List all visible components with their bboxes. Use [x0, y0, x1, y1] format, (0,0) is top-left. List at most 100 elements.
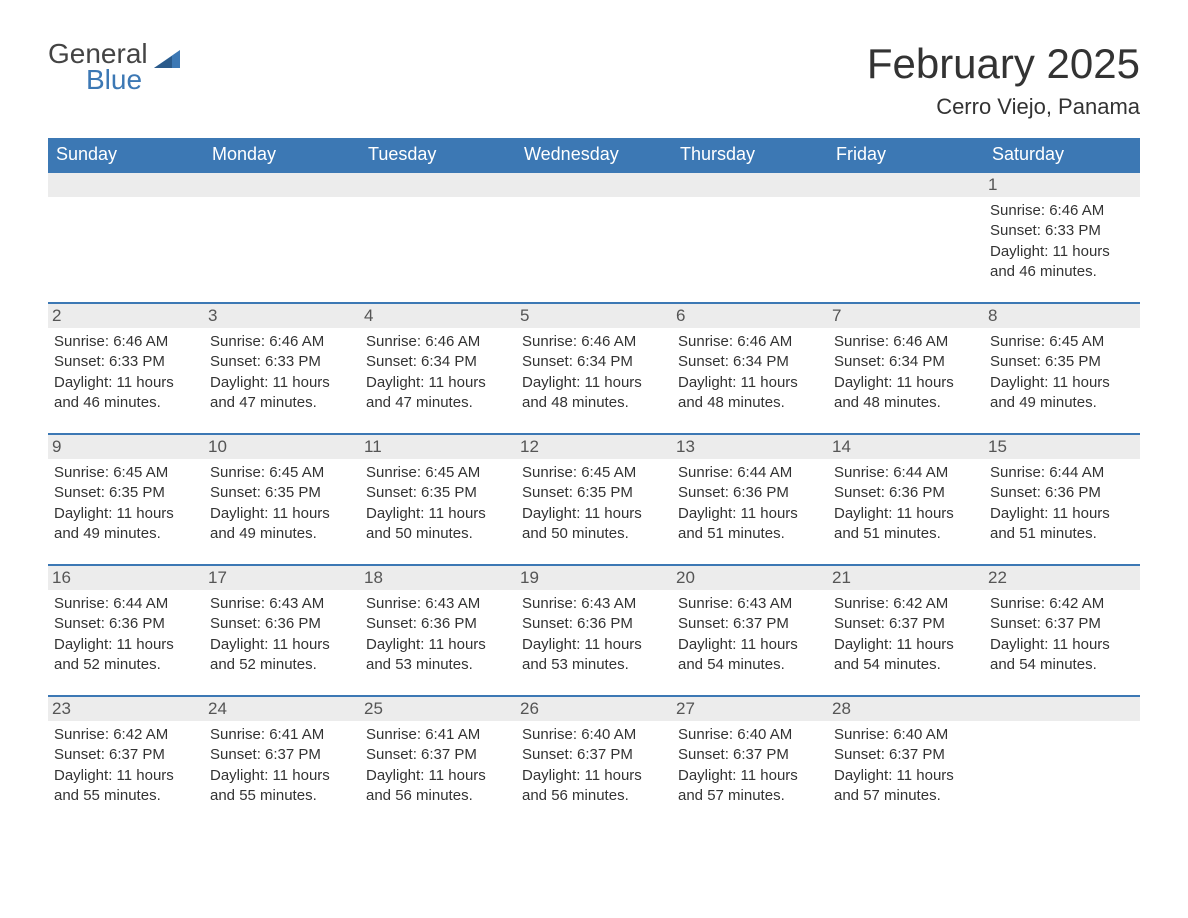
day-sunset: Sunset: 6:37 PM: [522, 745, 666, 765]
calendar-table: SundayMondayTuesdayWednesdayThursdayFrid…: [48, 138, 1140, 826]
day-sunrise: Sunrise: 6:45 AM: [210, 463, 354, 483]
flag-icon: [154, 50, 180, 68]
day-sunrise: Sunrise: 6:46 AM: [366, 332, 510, 352]
calendar-day-cell: 21 Sunrise: 6:42 AMSunset: 6:37 PMDayligh…: [828, 565, 984, 696]
day-info: Sunrise: 6:45 AMSunset: 6:35 PMDaylight:…: [54, 463, 198, 544]
day-sunset: Sunset: 6:37 PM: [678, 614, 822, 634]
day-number: 10: [204, 435, 360, 459]
day-daylight: Daylight: 11 hours and 56 minutes.: [366, 766, 510, 807]
day-number: 27: [672, 697, 828, 721]
location-subtitle: Cerro Viejo, Panama: [867, 94, 1140, 120]
day-number: 20: [672, 566, 828, 590]
day-number: 11: [360, 435, 516, 459]
day-info: Sunrise: 6:42 AMSunset: 6:37 PMDaylight:…: [834, 594, 978, 675]
day-number: 17: [204, 566, 360, 590]
day-sunset: Sunset: 6:36 PM: [54, 614, 198, 634]
day-info: Sunrise: 6:40 AMSunset: 6:37 PMDaylight:…: [678, 725, 822, 806]
calendar-day-cell: 27 Sunrise: 6:40 AMSunset: 6:37 PMDayligh…: [672, 696, 828, 826]
day-sunrise: Sunrise: 6:45 AM: [522, 463, 666, 483]
day-sunset: Sunset: 6:35 PM: [366, 483, 510, 503]
day-number: 8: [984, 304, 1140, 328]
day-info: Sunrise: 6:43 AMSunset: 6:37 PMDaylight:…: [678, 594, 822, 675]
calendar-day-cell: 14Sunrise: 6:44 AMSunset: 6:36 PMDayligh…: [828, 434, 984, 565]
day-sunset: Sunset: 6:37 PM: [834, 614, 978, 634]
day-number: 28: [828, 697, 984, 721]
day-sunset: Sunset: 6:36 PM: [678, 483, 822, 503]
calendar-day-cell: 26 Sunrise: 6:40 AMSunset: 6:37 PMDayligh…: [516, 696, 672, 826]
day-sunset: Sunset: 6:37 PM: [366, 745, 510, 765]
day-info: Sunrise: 6:43 AMSunset: 6:36 PMDaylight:…: [522, 594, 666, 675]
day-sunset: Sunset: 6:33 PM: [990, 221, 1134, 241]
day-number: [828, 173, 984, 197]
day-sunrise: Sunrise: 6:46 AM: [210, 332, 354, 352]
day-number: 6: [672, 304, 828, 328]
day-sunrise: Sunrise: 6:46 AM: [678, 332, 822, 352]
day-of-week-header: Saturday: [984, 138, 1140, 172]
calendar-day-cell: 28Sunrise: 6:40 AMSunset: 6:37 PMDayligh…: [828, 696, 984, 826]
day-info: Sunrise: 6:46 AMSunset: 6:34 PMDaylight:…: [834, 332, 978, 413]
day-daylight: Daylight: 11 hours and 51 minutes.: [678, 504, 822, 545]
day-sunset: Sunset: 6:35 PM: [522, 483, 666, 503]
day-sunrise: Sunrise: 6:44 AM: [834, 463, 978, 483]
day-number: 23: [48, 697, 204, 721]
day-sunrise: Sunrise: 6:40 AM: [678, 725, 822, 745]
day-info: Sunrise: 6:41 AMSunset: 6:37 PMDaylight:…: [210, 725, 354, 806]
day-number: 26: [516, 697, 672, 721]
calendar-day-cell: [360, 172, 516, 303]
day-number: [672, 173, 828, 197]
day-number: 15: [984, 435, 1140, 459]
day-number: 12: [516, 435, 672, 459]
day-sunrise: Sunrise: 6:45 AM: [990, 332, 1134, 352]
calendar-day-cell: 16Sunrise: 6:44 AMSunset: 6:36 PMDayligh…: [48, 565, 204, 696]
day-sunrise: Sunrise: 6:41 AM: [210, 725, 354, 745]
day-sunset: Sunset: 6:36 PM: [210, 614, 354, 634]
day-daylight: Daylight: 11 hours and 49 minutes.: [54, 504, 198, 545]
calendar-week-row: 23Sunrise: 6:42 AMSunset: 6:37 PMDayligh…: [48, 696, 1140, 826]
calendar-day-cell: 18 Sunrise: 6:43 AMSunset: 6:36 PMDayligh…: [360, 565, 516, 696]
day-info: Sunrise: 6:40 AMSunset: 6:37 PMDaylight:…: [522, 725, 666, 806]
calendar-day-cell: 2 Sunrise: 6:46 AMSunset: 6:33 PMDaylight…: [48, 303, 204, 434]
day-daylight: Daylight: 11 hours and 47 minutes.: [210, 373, 354, 414]
day-daylight: Daylight: 11 hours and 52 minutes.: [210, 635, 354, 676]
calendar-week-row: 1 Sunrise: 6:46 AMSunset: 6:33 PMDaylight…: [48, 172, 1140, 303]
day-daylight: Daylight: 11 hours and 46 minutes.: [990, 242, 1134, 283]
day-of-week-header: Thursday: [672, 138, 828, 172]
day-info: Sunrise: 6:46 AMSunset: 6:33 PMDaylight:…: [54, 332, 198, 413]
calendar-day-cell: 15 Sunrise: 6:44 AMSunset: 6:36 PMDayligh…: [984, 434, 1140, 565]
day-sunset: Sunset: 6:37 PM: [210, 745, 354, 765]
calendar-day-cell: [828, 172, 984, 303]
calendar-day-cell: 20 Sunrise: 6:43 AMSunset: 6:37 PMDayligh…: [672, 565, 828, 696]
day-sunset: Sunset: 6:34 PM: [834, 352, 978, 372]
day-number: 18: [360, 566, 516, 590]
day-sunrise: Sunrise: 6:46 AM: [834, 332, 978, 352]
day-number: 2: [48, 304, 204, 328]
day-of-week-header-row: SundayMondayTuesdayWednesdayThursdayFrid…: [48, 138, 1140, 172]
day-sunrise: Sunrise: 6:43 AM: [210, 594, 354, 614]
day-daylight: Daylight: 11 hours and 54 minutes.: [990, 635, 1134, 676]
day-sunrise: Sunrise: 6:43 AM: [678, 594, 822, 614]
day-info: Sunrise: 6:46 AMSunset: 6:33 PMDaylight:…: [990, 201, 1134, 282]
day-number: 1: [984, 173, 1140, 197]
day-number: 24: [204, 697, 360, 721]
calendar-day-cell: 24 Sunrise: 6:41 AMSunset: 6:37 PMDayligh…: [204, 696, 360, 826]
day-info: Sunrise: 6:43 AMSunset: 6:36 PMDaylight:…: [366, 594, 510, 675]
day-sunrise: Sunrise: 6:40 AM: [834, 725, 978, 745]
day-info: Sunrise: 6:43 AMSunset: 6:36 PMDaylight:…: [210, 594, 354, 675]
month-title: February 2025: [867, 40, 1140, 88]
day-number: 21: [828, 566, 984, 590]
calendar-day-cell: 9Sunrise: 6:45 AMSunset: 6:35 PMDaylight…: [48, 434, 204, 565]
calendar-day-cell: [48, 172, 204, 303]
calendar-week-row: 16Sunrise: 6:44 AMSunset: 6:36 PMDayligh…: [48, 565, 1140, 696]
day-info: Sunrise: 6:44 AMSunset: 6:36 PMDaylight:…: [990, 463, 1134, 544]
day-sunrise: Sunrise: 6:46 AM: [54, 332, 198, 352]
calendar-day-cell: 8Sunrise: 6:45 AMSunset: 6:35 PMDaylight…: [984, 303, 1140, 434]
day-sunrise: Sunrise: 6:43 AM: [522, 594, 666, 614]
day-daylight: Daylight: 11 hours and 57 minutes.: [834, 766, 978, 807]
day-sunset: Sunset: 6:37 PM: [990, 614, 1134, 634]
day-number: [984, 697, 1140, 721]
calendar-day-cell: 13Sunrise: 6:44 AMSunset: 6:36 PMDayligh…: [672, 434, 828, 565]
calendar-week-row: 9Sunrise: 6:45 AMSunset: 6:35 PMDaylight…: [48, 434, 1140, 565]
day-sunrise: Sunrise: 6:42 AM: [54, 725, 198, 745]
day-sunset: Sunset: 6:35 PM: [990, 352, 1134, 372]
day-daylight: Daylight: 11 hours and 51 minutes.: [834, 504, 978, 545]
